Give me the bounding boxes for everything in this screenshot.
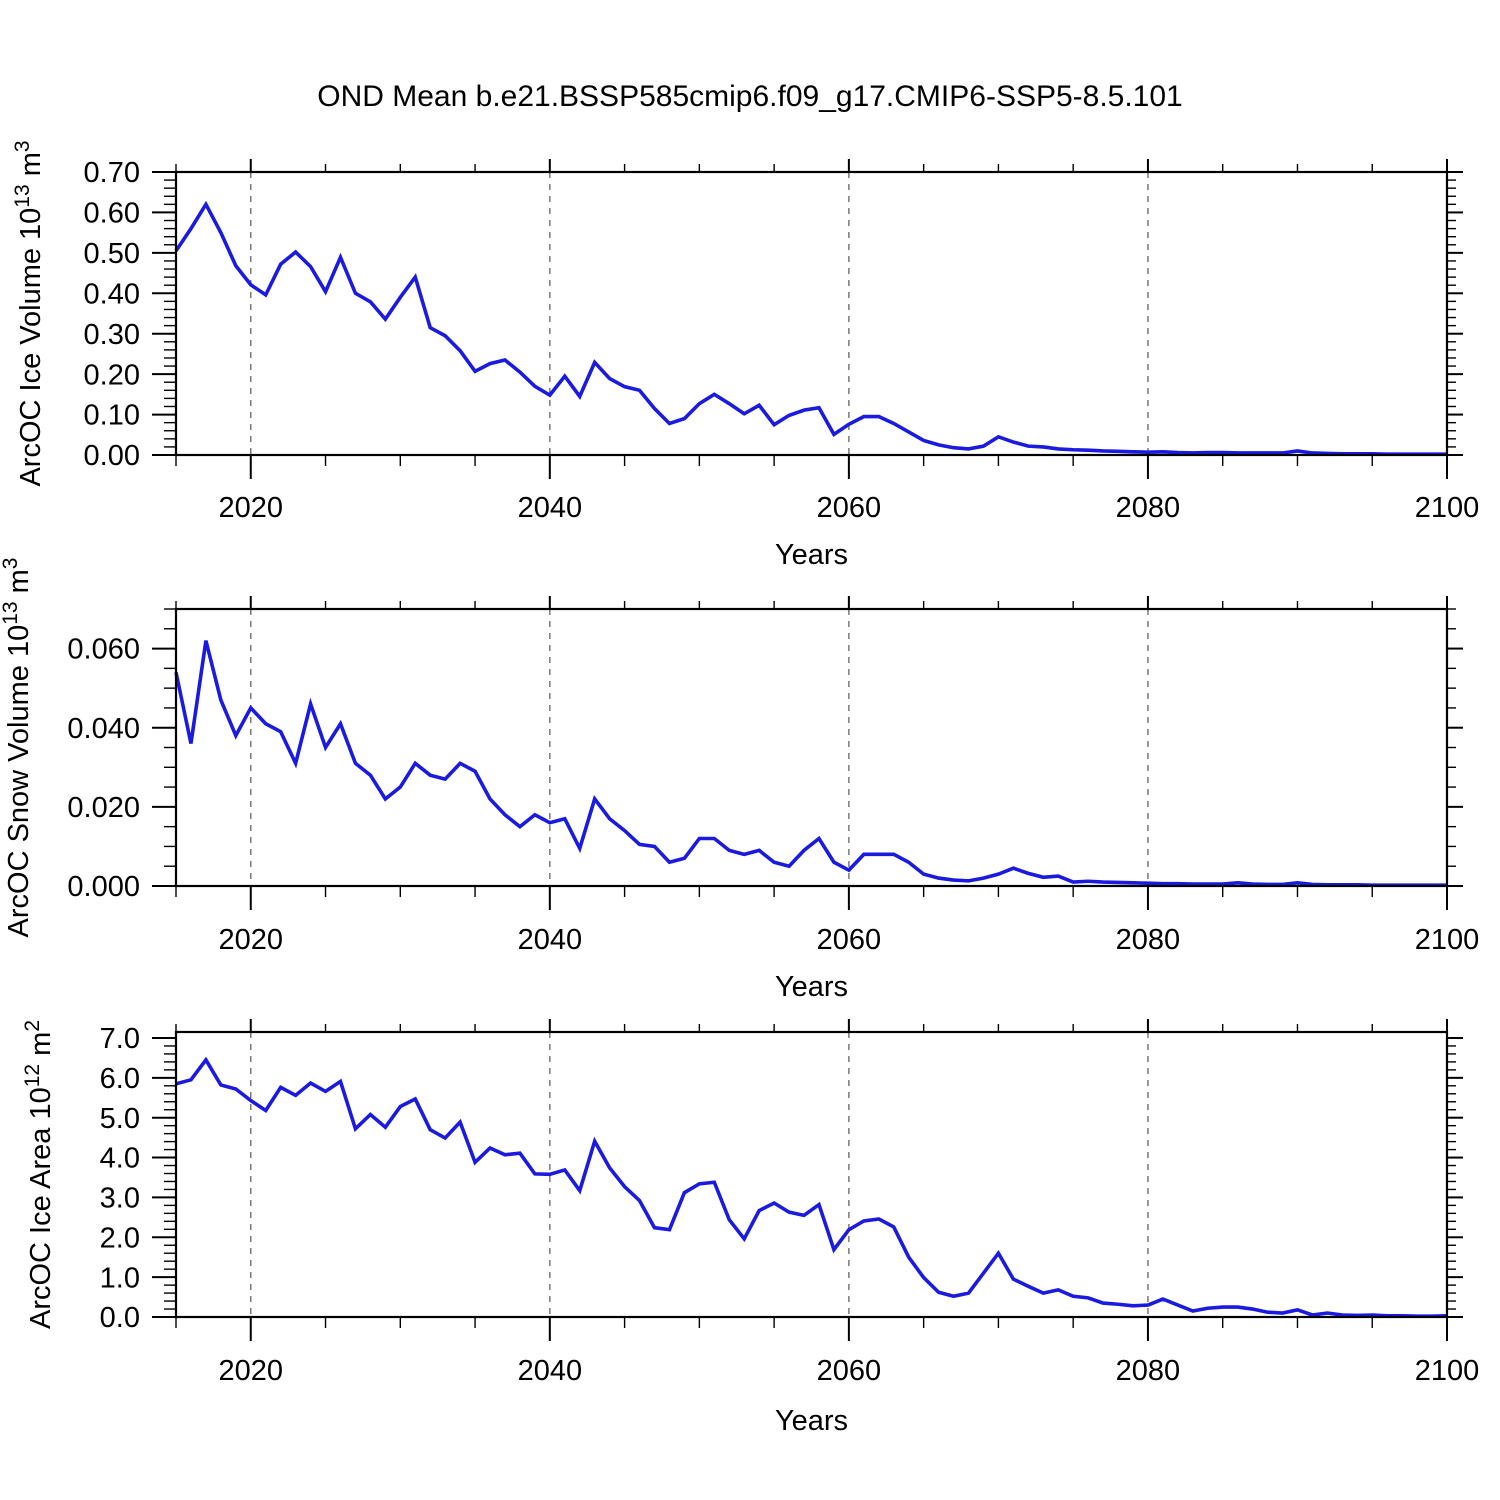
y-axis-title: ArcOC Ice Volume 1013 m3 [11, 140, 47, 486]
x-tick-label: 2040 [518, 924, 583, 956]
y-tick-label: 2.0 [100, 1222, 140, 1254]
x-tick-label: 2100 [1415, 492, 1480, 524]
y-tick-label: 1.0 [100, 1262, 140, 1294]
y-axis-title: ArcOC Ice Area 1012 m2 [21, 1020, 57, 1329]
data-series-line [174, 640, 1447, 888]
data-series-line [174, 200, 1447, 456]
x-tick-label: 2100 [1415, 1355, 1480, 1387]
x-tick-label: 2040 [518, 492, 583, 524]
y-tick-label: 3.0 [100, 1183, 140, 1215]
y-tick-label: 5.0 [100, 1103, 140, 1135]
y-tick-label: 0.060 [67, 634, 140, 666]
x-tick-label: 2080 [1116, 492, 1181, 524]
y-tick-label: 0.30 [84, 319, 140, 351]
y-tick-label: 4.0 [100, 1143, 140, 1175]
y-tick-label: 0.040 [67, 713, 140, 745]
plot-border [174, 170, 1449, 457]
x-tick-label: 2020 [219, 924, 284, 956]
x-tick-label: 2060 [817, 1355, 882, 1387]
y-tick-label: 0.10 [84, 400, 140, 432]
x-tick-label: 2100 [1415, 924, 1480, 956]
y-tick-label: 0.020 [67, 792, 140, 824]
figure-title: OND Mean b.e21.BSSP585cmip6.f09_g17.CMIP… [317, 80, 1183, 113]
y-tick-label: 0.60 [84, 198, 140, 230]
x-axis-title: Years [775, 1405, 848, 1437]
x-tick-label: 2020 [219, 492, 284, 524]
y-tick-label: 6.0 [100, 1063, 140, 1095]
y-tick-label: 0.20 [84, 359, 140, 391]
x-tick-label: 2040 [518, 1355, 583, 1387]
x-tick-label: 2020 [219, 1355, 284, 1387]
x-tick-label: 2060 [817, 492, 882, 524]
y-tick-label: 0.70 [84, 157, 140, 189]
panel-2: 0.000 0.020 0.040 0.060 2020 2040 2060 2080 2100… [0, 558, 1479, 1003]
y-tick-label: 7.0 [100, 1023, 140, 1055]
data-series-line [175, 1056, 1448, 1318]
panel-3: 0.0 1.0 2.0 3.0 4.0 5.0 6.0 7.0 2020 2040 2060 2080… [21, 1019, 1479, 1437]
y-axis-title: ArcOC Snow Volume 1013 m3 [0, 558, 35, 938]
y-tick-label: 0.000 [67, 871, 140, 903]
x-tick-label: 2060 [817, 924, 882, 956]
plot-border [174, 1030, 1449, 1319]
y-tick-label: 0.0 [100, 1302, 140, 1334]
x-axis-title: Years [775, 539, 848, 571]
y-tick-label: 0.00 [84, 440, 140, 472]
x-tick-label: 2080 [1116, 1355, 1181, 1387]
x-tick-label: 2080 [1116, 924, 1181, 956]
x-axis-title: Years [775, 971, 848, 1003]
y-tick-label: 0.50 [84, 238, 140, 270]
panel-1: 0.00 0.10 0.20 0.30 0.40 0.50 0.60 0.70 2020 2040… [11, 140, 1479, 571]
y-tick-label: 0.40 [84, 278, 140, 310]
